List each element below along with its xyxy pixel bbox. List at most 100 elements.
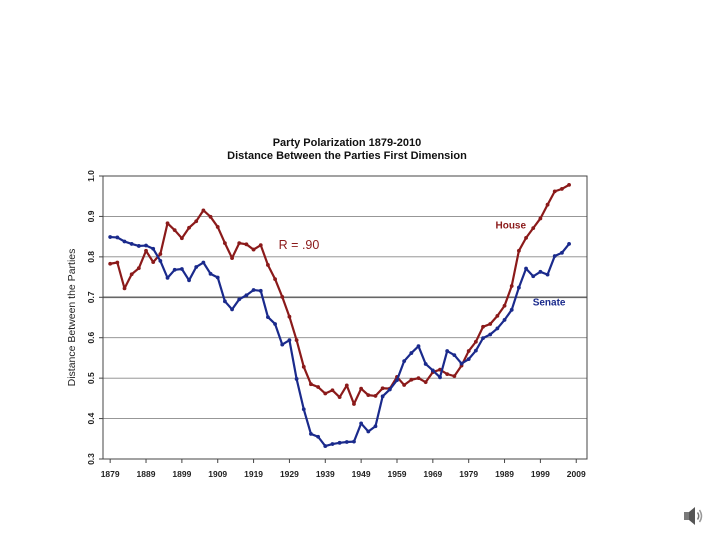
plot-frame	[102, 175, 588, 460]
data-point-house	[531, 226, 536, 231]
data-point-house	[481, 324, 485, 329]
data-point-house	[337, 395, 342, 400]
x-tick-label: 1999	[531, 469, 550, 479]
data-point-house	[144, 248, 148, 253]
data-point-house	[151, 260, 156, 265]
data-point-senate	[301, 407, 306, 412]
data-point-senate	[495, 326, 500, 331]
data-point-house	[473, 339, 478, 344]
data-point-senate	[473, 348, 478, 353]
data-point-house	[187, 225, 191, 230]
data-point-senate	[316, 434, 321, 439]
series-label-senate: Senate	[533, 297, 566, 308]
data-point-house	[495, 313, 500, 318]
data-point-senate	[552, 254, 557, 258]
data-point-house	[502, 303, 507, 308]
data-point-senate	[172, 267, 177, 272]
data-point-house	[423, 380, 428, 385]
data-point-senate	[129, 242, 134, 246]
x-tick-label: 1959	[388, 469, 407, 479]
data-point-house	[108, 261, 113, 266]
data-point-house	[179, 236, 184, 241]
data-point-senate	[538, 269, 543, 274]
data-point-senate	[466, 357, 471, 362]
data-point-house	[545, 202, 550, 207]
y-tick-label: 0.5	[86, 372, 96, 384]
data-point-house	[237, 241, 242, 246]
data-point-senate	[402, 359, 407, 364]
data-point-house	[402, 383, 407, 387]
data-point-house	[208, 214, 213, 219]
x-tick-label: 1929	[280, 469, 299, 479]
data-point-senate	[359, 421, 364, 426]
x-tick-label: 1949	[352, 469, 371, 479]
data-point-senate	[294, 377, 299, 381]
speaker-icon[interactable]	[682, 505, 706, 527]
data-point-senate	[222, 299, 227, 304]
data-point-house	[129, 272, 134, 277]
data-point-house	[409, 377, 414, 382]
data-point-house	[359, 386, 364, 391]
chart-title: Party Polarization 1879-2010	[272, 137, 422, 149]
data-point-house	[509, 284, 514, 288]
data-point-senate	[459, 361, 464, 366]
y-axis-label: Distance Between the Parties	[66, 249, 78, 387]
data-point-house	[466, 349, 471, 353]
x-tick-label: 2009	[567, 469, 586, 479]
data-point-house	[287, 314, 292, 319]
chart-subtitle: Distance Between the Parties First Dimen…	[227, 150, 467, 162]
data-point-house	[560, 187, 564, 191]
series-line-senate	[110, 235, 570, 448]
data-point-senate	[237, 297, 242, 302]
data-point-house	[416, 376, 421, 381]
data-point-senate	[323, 444, 328, 448]
data-point-house	[552, 189, 557, 194]
data-point-house	[158, 252, 163, 256]
data-point-senate	[258, 288, 263, 293]
x-tick-label: 1989	[495, 469, 514, 479]
data-point-senate	[115, 235, 120, 240]
series-label-house: House	[495, 221, 526, 232]
data-point-senate	[488, 332, 493, 337]
data-point-senate	[266, 315, 270, 319]
data-point-house	[215, 225, 220, 229]
data-point-house	[244, 242, 249, 247]
data-point-house	[115, 260, 120, 265]
data-point-senate	[215, 275, 220, 280]
data-point-house	[524, 235, 528, 240]
y-tick-label: 0.6	[86, 332, 96, 344]
data-point-senate	[194, 265, 199, 269]
x-tick-label: 1889	[137, 469, 156, 479]
data-point-house	[251, 247, 256, 252]
data-point-house	[309, 382, 313, 387]
data-point-senate	[244, 293, 249, 298]
data-point-house	[352, 402, 356, 406]
data-point-house	[294, 338, 299, 343]
data-point-house	[366, 393, 371, 398]
data-point-senate	[251, 288, 256, 292]
data-point-house	[258, 243, 263, 248]
data-point-senate	[287, 338, 292, 343]
data-point-house	[567, 182, 571, 187]
data-point-house	[165, 221, 170, 226]
data-point-senate	[309, 432, 313, 436]
y-tick-label: 0.8	[86, 251, 96, 263]
data-point-senate	[330, 442, 335, 446]
data-point-senate	[144, 243, 148, 248]
data-point-senate	[158, 259, 163, 263]
data-point-house	[323, 391, 328, 396]
data-point-house	[201, 208, 206, 213]
data-point-senate	[373, 424, 378, 429]
x-tick-label: 1909	[208, 469, 227, 479]
data-point-senate	[567, 242, 571, 246]
data-point-house	[344, 383, 349, 388]
data-point-senate	[502, 318, 507, 322]
data-point-house	[330, 388, 335, 393]
data-point-house	[373, 394, 378, 398]
data-point-senate	[430, 368, 435, 373]
data-point-senate	[380, 394, 385, 399]
data-point-senate	[560, 250, 564, 255]
y-tick-label: 0.3	[86, 453, 96, 465]
x-tick-label: 1899	[172, 469, 191, 479]
correlation-annotation: R = .90	[279, 238, 320, 252]
